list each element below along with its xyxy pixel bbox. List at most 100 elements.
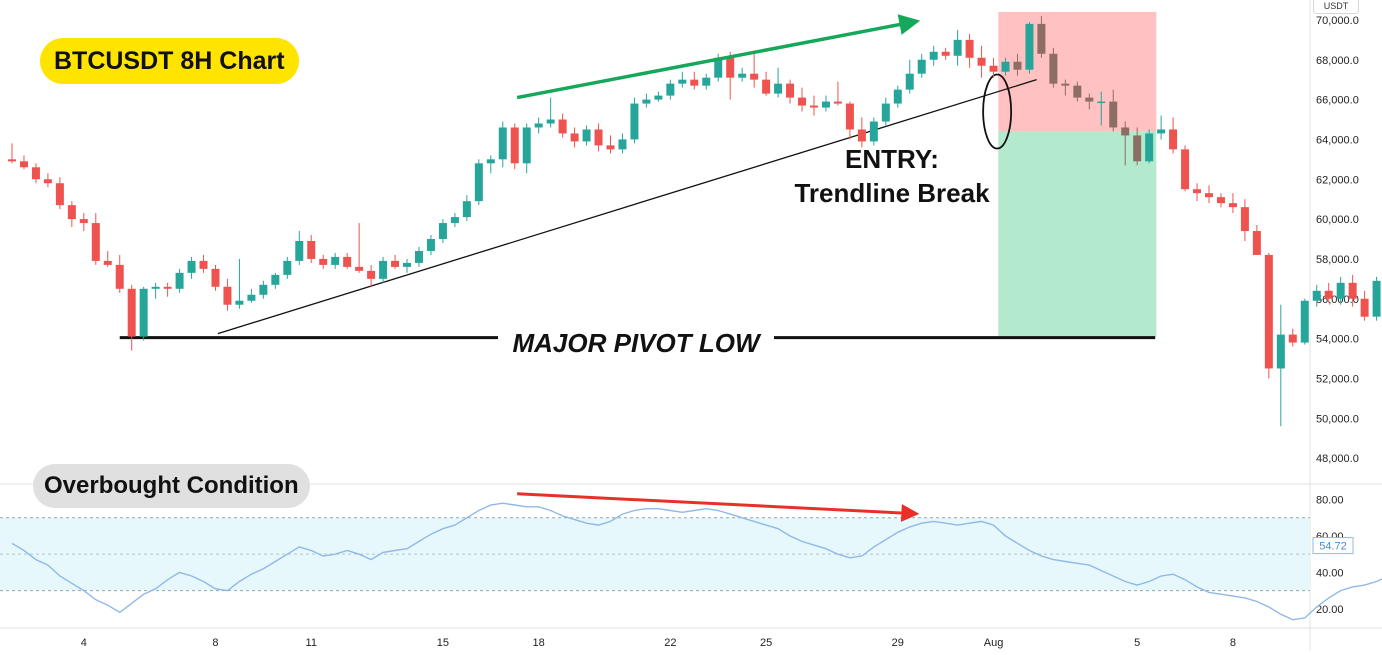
candle <box>1169 117 1178 154</box>
price-tick-label: 64,000.0 <box>1316 134 1359 146</box>
candle-body <box>702 77 711 86</box>
candle <box>1145 129 1154 164</box>
candle <box>474 159 483 206</box>
candle-body <box>726 57 735 78</box>
candle <box>989 57 998 78</box>
candle-body <box>738 73 747 78</box>
candle-body <box>1312 290 1321 301</box>
candle-body <box>235 300 244 305</box>
candle-body <box>798 97 807 106</box>
candle <box>367 264 376 287</box>
price-higher-high-arrow <box>516 14 921 100</box>
candle-body <box>809 105 818 108</box>
candle <box>1336 276 1345 305</box>
time-tick-label: 25 <box>760 637 772 649</box>
candle <box>426 235 435 255</box>
candle-body <box>774 83 783 94</box>
candle <box>1097 91 1106 126</box>
candle-body <box>115 264 124 289</box>
candle-body <box>618 139 627 150</box>
candle <box>151 282 160 299</box>
candle <box>163 282 172 297</box>
candle <box>1228 193 1237 214</box>
candle <box>1264 252 1273 379</box>
candle <box>582 125 591 146</box>
candle-body <box>1049 53 1058 84</box>
candle-body <box>977 57 986 66</box>
price-tick-label: 62,000.0 <box>1316 174 1359 186</box>
rsi-layer: 54.72 <box>0 502 1382 621</box>
candle-body <box>833 101 842 104</box>
candle-body <box>391 260 400 267</box>
candle <box>534 117 543 134</box>
candle-body <box>31 167 40 180</box>
candle <box>187 256 196 279</box>
trendline <box>217 79 1037 335</box>
candle <box>941 47 950 60</box>
entry-label-line1: ENTRY: <box>845 144 939 174</box>
candle <box>1205 185 1213 204</box>
candle <box>1085 93 1094 110</box>
candle <box>103 250 112 267</box>
candle <box>1013 53 1022 76</box>
candle <box>750 53 759 88</box>
candle-body <box>1348 282 1357 299</box>
time-tick-label: 11 <box>306 637 317 649</box>
price-tick-label: 70,000.0 <box>1316 15 1359 27</box>
candle <box>486 155 495 174</box>
candle-body <box>1073 85 1082 98</box>
candle <box>893 85 902 108</box>
rsi-tick-label: 40.00 <box>1316 567 1344 579</box>
candle <box>929 45 938 66</box>
candle-body <box>534 123 543 128</box>
candle <box>594 123 603 152</box>
candle <box>283 256 292 279</box>
candle <box>175 268 184 293</box>
candle <box>307 235 316 263</box>
candle-body <box>1205 193 1213 198</box>
candle-body <box>187 260 196 273</box>
candle <box>498 121 507 168</box>
candle-body <box>1085 97 1094 102</box>
candle-body <box>1216 197 1225 204</box>
candle-body <box>630 103 639 140</box>
candle <box>8 143 16 164</box>
candle-body <box>941 51 950 56</box>
candle <box>391 254 400 269</box>
candle-body <box>247 294 256 301</box>
candle-body <box>1240 207 1249 232</box>
candle <box>450 213 459 228</box>
candle <box>1001 57 1010 76</box>
candle <box>259 280 268 299</box>
candle <box>1193 183 1202 202</box>
rsi-label: Overbought Condition <box>33 464 310 508</box>
candle-body <box>750 73 759 80</box>
candle-body <box>367 270 376 279</box>
candle-body <box>474 163 483 202</box>
currency-label[interactable]: USDT <box>1313 0 1359 14</box>
candle <box>558 113 567 138</box>
candle <box>319 254 328 269</box>
candle-body <box>1145 133 1154 162</box>
candle-body <box>67 205 76 220</box>
candle <box>1240 199 1249 241</box>
candle-body <box>414 250 423 263</box>
candle-body <box>462 201 471 218</box>
candle-body <box>1300 300 1309 343</box>
candle-body <box>654 95 663 100</box>
candle-body <box>199 260 208 269</box>
candle-body <box>1013 61 1022 70</box>
chart-title: BTCUSDT 8H Chart <box>40 38 299 84</box>
rsi-last-value: 54.72 <box>1319 541 1347 553</box>
candle <box>115 254 124 293</box>
candle <box>139 286 148 341</box>
candle <box>977 45 986 78</box>
risk-reward-zones <box>998 11 1157 338</box>
candle-body <box>211 268 220 287</box>
price-tick-label: 60,000.0 <box>1316 214 1359 226</box>
candle-body <box>893 89 902 104</box>
candle-body <box>43 179 52 184</box>
time-tick-label: 5 <box>1134 637 1140 649</box>
candle-body <box>175 272 184 289</box>
